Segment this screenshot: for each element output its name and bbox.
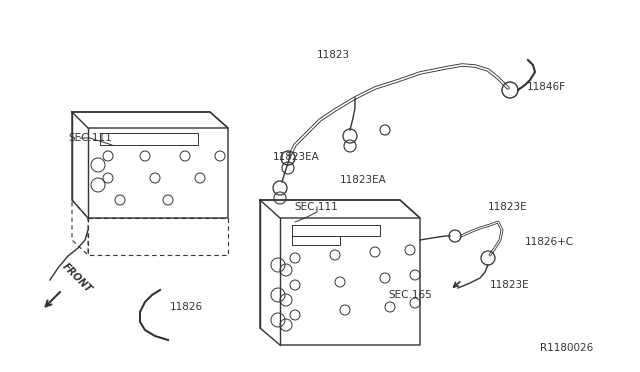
Text: 11826+C: 11826+C [525, 237, 574, 247]
Text: SEC.111: SEC.111 [294, 202, 338, 212]
Text: 11826: 11826 [170, 302, 203, 312]
Text: 11823EA: 11823EA [340, 175, 387, 185]
Text: SEC.111: SEC.111 [68, 133, 112, 143]
Text: SEC.165: SEC.165 [388, 290, 432, 300]
Text: R1180026: R1180026 [540, 343, 593, 353]
Text: 11823: 11823 [316, 50, 349, 60]
Text: 11823E: 11823E [490, 280, 530, 290]
Text: 11846F: 11846F [527, 82, 566, 92]
Text: FRONT: FRONT [60, 262, 93, 295]
Text: 11823EA: 11823EA [273, 152, 320, 162]
Text: 11823E: 11823E [488, 202, 527, 212]
